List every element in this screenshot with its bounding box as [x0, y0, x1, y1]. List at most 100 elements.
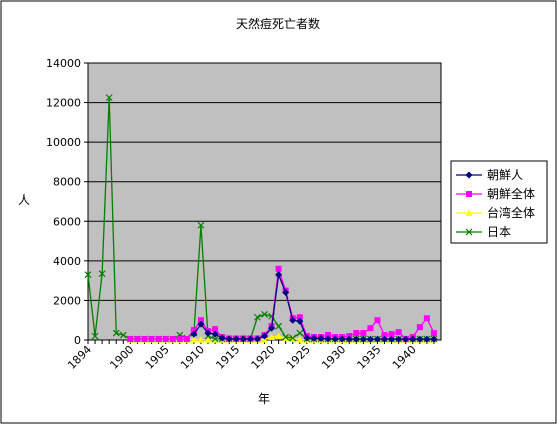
data-point — [197, 221, 205, 229]
legend-item: 朝鮮全体 — [456, 186, 535, 201]
data-point — [119, 331, 127, 339]
data-point — [141, 336, 148, 343]
ytick-label: 6000 — [53, 215, 81, 228]
ytick-label: 2000 — [53, 294, 81, 307]
ytick-label: 12000 — [46, 97, 81, 110]
data-point — [268, 333, 276, 341]
data-point — [416, 324, 423, 331]
data-point — [325, 332, 332, 339]
data-point — [289, 334, 297, 342]
data-point — [296, 314, 303, 321]
ytick-label: 10000 — [46, 136, 81, 149]
ytick-label: 4000 — [53, 255, 81, 268]
data-point — [197, 317, 204, 324]
data-point — [366, 335, 374, 343]
data-point — [275, 322, 283, 330]
data-point — [331, 335, 339, 343]
data-point — [359, 335, 367, 343]
data-point — [190, 330, 198, 338]
data-point — [197, 320, 205, 328]
legend-marker — [465, 228, 473, 236]
data-point — [423, 315, 430, 322]
data-point — [204, 329, 212, 337]
data-point — [91, 332, 99, 340]
data-point — [423, 335, 431, 343]
data-point — [430, 335, 438, 343]
data-point — [275, 332, 283, 340]
data-point — [296, 317, 304, 325]
data-point — [225, 335, 233, 343]
ytick-label: 8000 — [53, 176, 81, 189]
series-layer — [84, 94, 438, 343]
data-point — [395, 335, 403, 343]
legend-label: 朝鮮全体 — [487, 186, 535, 201]
data-point — [367, 325, 374, 332]
data-point — [232, 335, 240, 343]
data-point — [169, 336, 176, 343]
data-point — [246, 335, 254, 343]
data-point — [381, 332, 388, 339]
data-point — [360, 330, 367, 337]
ytick-label: 14000 — [46, 57, 81, 70]
legend-marker — [465, 171, 473, 179]
data-point — [190, 336, 198, 343]
data-point — [352, 335, 360, 343]
data-point — [317, 334, 325, 342]
data-point — [190, 327, 197, 334]
data-point — [204, 336, 212, 343]
data-point — [211, 335, 219, 343]
legend-item: 台湾全体 — [456, 205, 535, 220]
y-axis-title: 人 — [18, 193, 30, 207]
data-point — [381, 335, 389, 343]
data-point — [353, 330, 360, 337]
data-point — [253, 335, 261, 343]
data-point — [197, 336, 205, 343]
data-point — [338, 335, 346, 343]
data-point — [112, 329, 120, 337]
data-point — [303, 334, 311, 342]
data-point — [148, 336, 155, 343]
series-1 — [190, 271, 438, 343]
legend-item: 朝鮮人 — [456, 168, 523, 182]
data-point — [402, 335, 410, 343]
data-point — [409, 335, 417, 343]
data-point — [289, 316, 297, 324]
data-point — [134, 336, 141, 343]
data-point — [239, 335, 247, 343]
plot-area — [87, 62, 442, 341]
y-axis-ticks: 0 2000 4000 6000 8000 10000 12000 14000 — [46, 57, 88, 347]
data-point — [275, 271, 283, 279]
data-point — [212, 326, 219, 333]
data-point — [430, 330, 437, 337]
data-point — [373, 335, 381, 343]
data-point — [296, 336, 304, 343]
data-point — [310, 334, 318, 342]
data-point — [345, 335, 353, 343]
data-point — [176, 336, 183, 343]
data-point — [105, 94, 113, 102]
ytick-label: 0 — [74, 334, 81, 347]
legend-label: 台湾全体 — [487, 205, 535, 220]
data-point — [84, 271, 92, 279]
data-point — [296, 329, 304, 337]
data-point — [183, 336, 190, 343]
data-point — [162, 336, 169, 343]
data-point — [261, 332, 268, 340]
data-point — [374, 317, 381, 324]
data-point — [324, 335, 332, 343]
legend-label: 日本 — [487, 225, 511, 239]
data-point — [282, 333, 290, 341]
data-point — [127, 336, 134, 343]
chart-title: 天然痘死亡者数 — [236, 16, 320, 31]
data-point — [261, 310, 268, 318]
legend-marker — [465, 209, 473, 216]
data-point — [282, 289, 290, 297]
data-point — [275, 265, 282, 272]
data-point — [395, 329, 402, 336]
data-point — [211, 330, 219, 338]
gridlines — [88, 62, 441, 301]
legend-label: 朝鮮人 — [487, 168, 523, 182]
legend-marker — [466, 191, 472, 197]
